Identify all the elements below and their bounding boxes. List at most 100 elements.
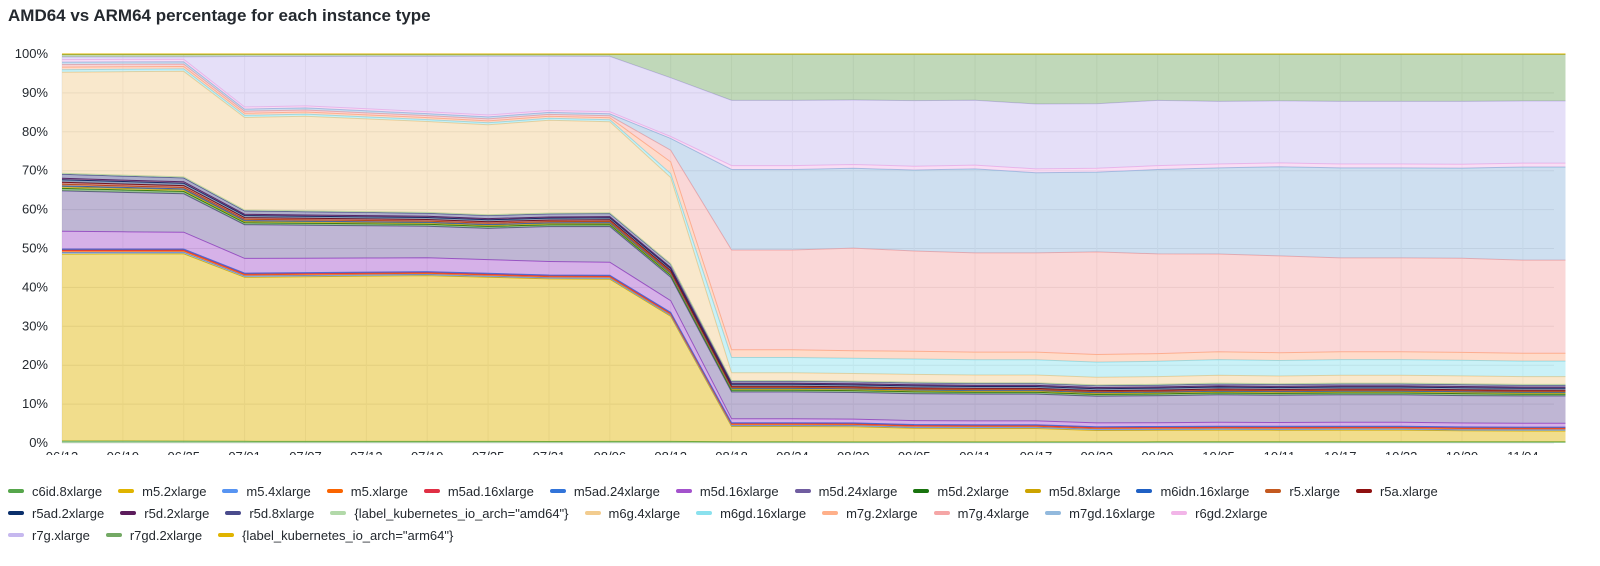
legend-swatch	[933, 511, 950, 515]
y-tick-label: 60%	[22, 202, 48, 217]
x-tick-label: 09/11	[959, 449, 991, 455]
line-m5-4xlarge	[61, 251, 1566, 431]
legend-swatch	[1045, 511, 1062, 515]
legend-swatch	[222, 489, 239, 493]
x-tick-label: 11/04	[1507, 449, 1539, 455]
legend-label: m5d.2xlarge	[937, 483, 1009, 499]
area-m7gd-16xlarge	[62, 61, 1566, 261]
x-tick-label: 07/07	[289, 449, 322, 455]
x-tick-label: 09/23	[1081, 449, 1114, 455]
line-m5d-16xlarge	[61, 230, 1566, 424]
legend-swatch	[549, 489, 566, 493]
legend-item[interactable]: m5.2xlarge	[118, 484, 206, 499]
legend-item[interactable]: m6idn.16xlarge	[1136, 484, 1249, 499]
x-tick-label: 07/01	[228, 449, 261, 455]
legend-item[interactable]: m6g.4xlarge	[584, 505, 681, 521]
legend-swatch	[913, 489, 930, 493]
x-tick-label: 09/05	[898, 449, 931, 455]
line-m7g-2xlarge	[61, 65, 1566, 356]
line-r5d-8xlarge	[61, 173, 1566, 387]
legend-swatch	[696, 511, 713, 515]
x-tick-label: 07/25	[472, 449, 505, 455]
area-m7g-4xlarge	[62, 64, 1566, 355]
line-m5-2xlarge	[61, 253, 1566, 432]
legend-item[interactable]: r5d.2xlarge	[120, 506, 209, 521]
legend-label: m7g.2xlarge	[846, 505, 918, 521]
line-m5ad-16xlarge	[62, 249, 1566, 429]
legend-swatch	[423, 489, 440, 493]
legend-item[interactable]: r6gd.2xlarge	[1171, 506, 1267, 521]
legend-swatch	[330, 511, 347, 515]
legend-item[interactable]: r5a.xlarge	[1355, 484, 1438, 499]
x-tick-label: 08/06	[594, 449, 627, 455]
axes: 0% 10% 20% 30% 40% 50% 60% 70% 80% 90% 100% 06/13 06…	[15, 46, 1539, 455]
line-r5d-2xlarge	[61, 177, 1566, 389]
legend-swatch	[1171, 511, 1188, 515]
legend-row: r7g.xlarge r7gd.2xlarge {label_kubernetes_…	[8, 524, 1598, 546]
x-tick-label: 08/12	[654, 449, 687, 455]
area-m5d-16xlarge	[62, 231, 1566, 428]
legend-item[interactable]: r5ad.2xlarge	[8, 506, 104, 521]
x-tick-label: 10/17	[1324, 449, 1357, 455]
x-tick-label: 06/13	[46, 449, 79, 455]
legend-item[interactable]: {label_kubernetes_io_arch="arm64"}	[218, 528, 453, 543]
y-tick-label: 50%	[22, 241, 48, 256]
legend-label: r7gd.2xlarge	[129, 527, 203, 543]
legend-swatch	[8, 489, 24, 493]
legend-swatch	[8, 533, 24, 537]
legend-label: m5.2xlarge	[142, 483, 207, 499]
legend-label: m6gd.16xlarge	[720, 505, 807, 521]
y-tick-label: 100%	[15, 46, 49, 61]
legend-item[interactable]: m5ad.16xlarge	[423, 484, 534, 499]
legend-swatch	[794, 489, 811, 493]
legend-item[interactable]: r7g.xlarge	[8, 528, 90, 543]
legend-label: m5d.16xlarge	[699, 483, 779, 499]
legend-item[interactable]: m5d.2xlarge	[913, 484, 1009, 499]
legend-item[interactable]: m7g.4xlarge	[933, 505, 1030, 521]
legend-label: r5.xlarge	[1289, 483, 1340, 499]
legend-item[interactable]: m6gd.16xlarge	[696, 506, 806, 521]
x-tick-label: 08/30	[837, 449, 870, 455]
x-tick-label: 10/11	[1264, 449, 1296, 455]
area-m5-2xlarge	[62, 253, 1566, 442]
legend-label: m5.4xlarge	[246, 483, 311, 499]
legend-item[interactable]: m7g.2xlarge	[822, 506, 918, 521]
legend-swatch	[225, 511, 242, 515]
legend-item[interactable]: m5.xlarge	[326, 484, 408, 499]
legend-label: m5d.8xlarge	[1048, 483, 1121, 499]
legend-item[interactable]: m5d.8xlarge	[1024, 483, 1121, 499]
line-m5d-24xlarge	[61, 190, 1566, 397]
legend-item[interactable]: {label_kubernetes_io_arch="amd64"}	[330, 505, 569, 521]
legend-label: {label_kubernetes_io_arch="amd64"}	[354, 505, 569, 521]
legend-item[interactable]: m5d.16xlarge	[675, 483, 779, 499]
x-tick-label: 09/17	[1020, 449, 1053, 455]
legend-label: r5d.2xlarge	[144, 505, 210, 521]
legend-item[interactable]: m5ad.24xlarge	[549, 484, 660, 499]
line-m6gd-16xlarge	[61, 68, 1566, 363]
legend-item[interactable]: m7gd.16xlarge	[1045, 506, 1155, 521]
x-tick-label: 08/18	[715, 449, 748, 455]
line-r5a-xlarge	[61, 181, 1566, 392]
legend-label: m5d.24xlarge	[818, 483, 898, 499]
line-m5-xlarge	[62, 250, 1566, 430]
legend: c6id.8xlarge m5.2xlarge m5.4xlarge m5.xlarg…	[8, 480, 1598, 546]
legend-label: r5d.8xlarge	[249, 505, 315, 521]
legend-item[interactable]: m5d.24xlarge	[794, 483, 898, 499]
line-m5d-8xlarge	[61, 186, 1566, 394]
legend-item[interactable]: c6id.8xlarge	[8, 484, 102, 499]
legend-item[interactable]: r5d.8xlarge	[225, 506, 314, 521]
line-m6g-4xlarge	[61, 70, 1566, 378]
legend-label: m7g.4xlarge	[957, 505, 1030, 521]
legend-swatch	[8, 511, 24, 515]
legend-label: m6idn.16xlarge	[1160, 483, 1250, 499]
legend-swatch	[1024, 489, 1041, 493]
legend-swatch	[1355, 489, 1372, 493]
legend-item[interactable]: m5.4xlarge	[222, 483, 311, 499]
legend-swatch	[675, 489, 692, 493]
y-tick-label: 80%	[22, 124, 48, 139]
y-tick-label: 70%	[22, 163, 48, 178]
line-label-kubernetes-io-arch-amd64	[61, 172, 1566, 386]
legend-item[interactable]: r5.xlarge	[1265, 484, 1340, 499]
legend-item[interactable]: r7gd.2xlarge	[105, 527, 203, 543]
legend-label: m6g.4xlarge	[608, 505, 681, 521]
